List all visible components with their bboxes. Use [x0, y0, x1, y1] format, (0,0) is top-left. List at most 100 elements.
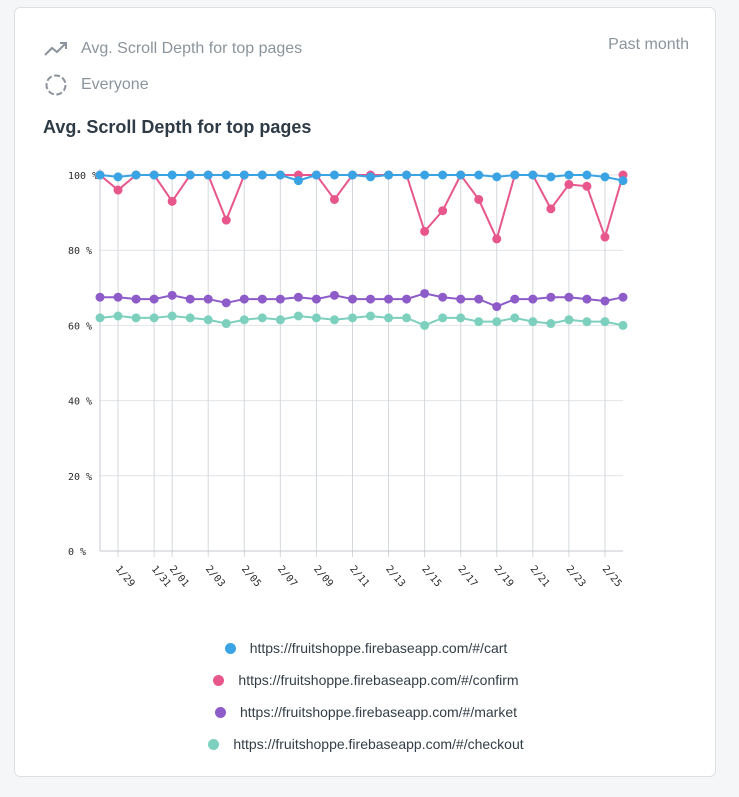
- data-point: [275, 315, 285, 325]
- data-point: [167, 311, 177, 321]
- x-tick-label: 2/07: [275, 564, 299, 590]
- data-point: [456, 313, 466, 323]
- data-point: [257, 170, 267, 180]
- legend-dot-icon: [208, 738, 220, 750]
- data-point: [528, 317, 538, 327]
- data-point: [221, 215, 231, 225]
- period-selector[interactable]: Past month: [608, 36, 689, 53]
- data-point: [582, 181, 592, 191]
- data-point: [618, 292, 628, 302]
- data-point: [546, 319, 556, 329]
- data-point: [239, 170, 249, 180]
- data-point: [492, 302, 502, 312]
- data-point: [149, 294, 159, 304]
- data-point: [113, 185, 123, 195]
- data-point: [113, 172, 123, 182]
- y-tick-label: 0 %: [68, 547, 86, 558]
- data-point: [582, 170, 592, 180]
- scroll-depth-card: Avg. Scroll Depth for top pages Everyone…: [14, 7, 716, 777]
- x-tick-label: 1/31: [149, 564, 173, 590]
- data-point: [257, 313, 267, 323]
- data-point: [564, 179, 574, 189]
- data-point: [366, 172, 376, 182]
- data-point: [221, 298, 231, 308]
- x-tick-label: 2/15: [419, 564, 443, 590]
- y-tick-label: 80 %: [68, 246, 92, 257]
- data-point: [293, 292, 303, 302]
- data-point: [402, 313, 412, 323]
- data-point: [329, 170, 339, 180]
- legend-item[interactable]: https://fruitshoppe.firebaseapp.com/#/co…: [15, 664, 717, 696]
- x-tick-label: 2/03: [203, 564, 227, 590]
- data-point: [420, 226, 430, 236]
- x-tick-label: 2/25: [600, 564, 624, 590]
- data-point: [275, 170, 285, 180]
- data-point: [149, 313, 159, 323]
- x-tick-label: 2/11: [347, 564, 371, 590]
- data-point: [275, 294, 285, 304]
- data-point: [239, 315, 249, 325]
- data-point: [582, 317, 592, 327]
- y-tick-label: 60 %: [68, 321, 92, 332]
- legend-label: https://fruitshoppe.firebaseapp.com/#/ma…: [239, 704, 518, 720]
- metric-selector[interactable]: Avg. Scroll Depth for top pages: [43, 36, 302, 62]
- segment-label: Everyone: [81, 76, 149, 93]
- data-point: [510, 170, 520, 180]
- data-point: [311, 313, 321, 323]
- line-chart: 0 % 20 % 40 % 60 % 80 % 100 % 1/29 1/312/01 2/03…: [68, 169, 628, 590]
- data-point: [95, 170, 105, 180]
- data-point: [438, 313, 448, 323]
- y-tick-label: 40 %: [68, 397, 92, 408]
- data-point: [221, 170, 231, 180]
- data-point: [185, 313, 195, 323]
- data-point: [239, 294, 249, 304]
- y-tick-label: 100 %: [68, 171, 98, 182]
- data-point: [474, 317, 484, 327]
- data-point: [492, 172, 502, 182]
- data-point: [293, 176, 303, 186]
- legend-item[interactable]: https://fruitshoppe.firebaseapp.com/#/ma…: [15, 696, 717, 728]
- legend-label: https://fruitshoppe.firebaseapp.com/#/co…: [238, 672, 519, 688]
- data-point: [402, 294, 412, 304]
- x-tick-label: 2/23: [564, 564, 588, 590]
- data-point: [113, 292, 123, 302]
- x-tick-label: 2/19: [491, 564, 515, 590]
- data-point: [131, 170, 141, 180]
- data-point: [618, 176, 628, 186]
- data-point: [492, 317, 502, 327]
- data-point: [600, 296, 610, 306]
- x-tick-label: 2/17: [455, 564, 479, 590]
- data-point: [95, 313, 105, 323]
- spinner-circle-icon: [43, 72, 69, 98]
- data-point: [185, 294, 195, 304]
- data-point: [384, 170, 394, 180]
- data-point: [329, 194, 339, 204]
- trend-line-icon: [43, 36, 69, 62]
- legend-item[interactable]: https://fruitshoppe.firebaseapp.com/#/ca…: [15, 632, 717, 664]
- x-tick-label: 1/29: [113, 564, 137, 590]
- legend-item[interactable]: https://fruitshoppe.firebaseapp.com/#/ch…: [15, 728, 717, 760]
- data-point: [420, 288, 430, 298]
- data-point: [438, 206, 448, 216]
- data-point: [185, 170, 195, 180]
- data-point: [546, 292, 556, 302]
- data-point: [600, 317, 610, 327]
- data-point: [366, 294, 376, 304]
- data-point: [257, 294, 267, 304]
- data-point: [131, 294, 141, 304]
- data-point: [528, 294, 538, 304]
- x-tick-label: 2/01: [167, 564, 191, 590]
- data-point: [329, 315, 339, 325]
- legend-dot-icon: [224, 642, 236, 654]
- data-point: [95, 292, 105, 302]
- data-point: [347, 313, 357, 323]
- data-point: [618, 320, 628, 330]
- data-point: [600, 232, 610, 242]
- data-point: [203, 315, 213, 325]
- segment-selector[interactable]: Everyone: [43, 72, 149, 98]
- data-point: [474, 294, 484, 304]
- data-point: [167, 196, 177, 206]
- data-point: [474, 170, 484, 180]
- data-point: [347, 294, 357, 304]
- data-point: [546, 204, 556, 214]
